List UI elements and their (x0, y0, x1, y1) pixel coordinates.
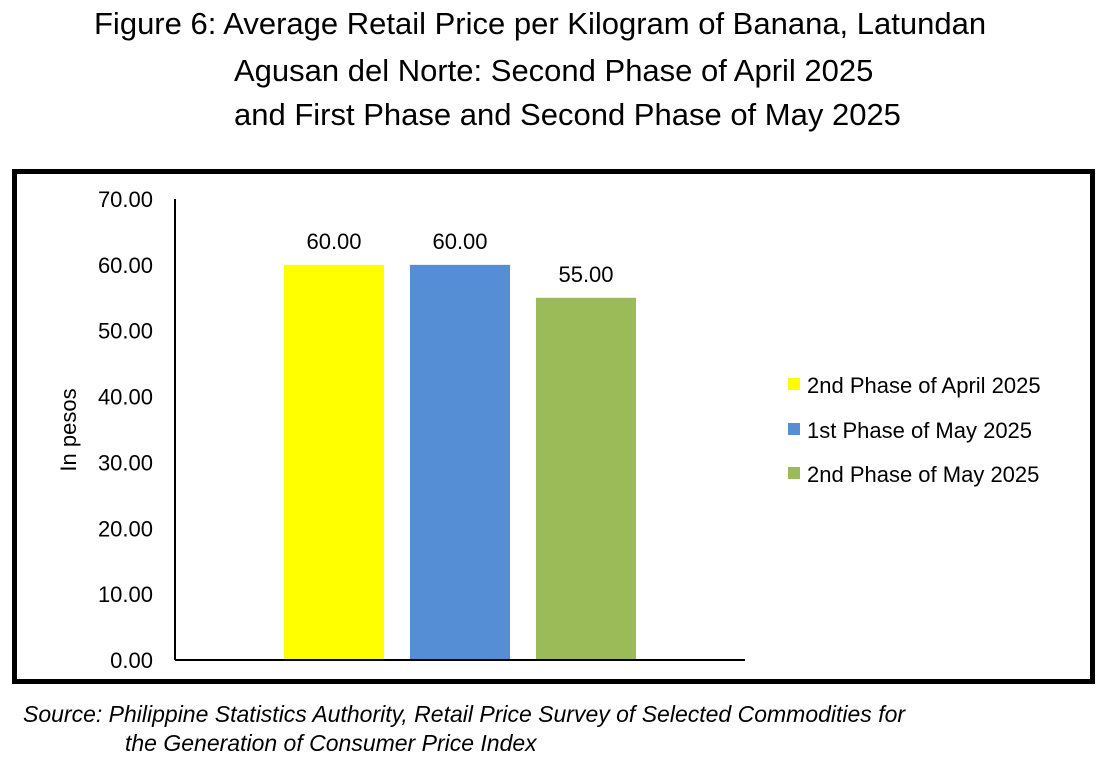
legend-swatch (788, 467, 800, 479)
y-tick-label: 30.00 (98, 450, 153, 475)
legend-swatch (788, 378, 800, 390)
source-note-line-1: Source: Philippine Statistics Authority,… (23, 701, 906, 727)
bar (410, 264, 510, 660)
y-tick-label: 0.00 (110, 648, 153, 673)
legend-label: 1st Phase of May 2025 (807, 418, 1032, 443)
legend-swatch (788, 423, 800, 435)
y-tick-label: 70.00 (98, 187, 153, 212)
chart-title-line-1: Figure 6: Average Retail Price per Kilog… (94, 6, 987, 41)
chart-title-line-3: and First Phase and Second Phase of May … (234, 97, 901, 132)
y-tick-label: 40.00 (98, 385, 153, 410)
bar (284, 264, 384, 660)
y-axis-label: In pesos (56, 388, 81, 471)
chart-frame (12, 169, 1095, 684)
legend-label: 2nd Phase of April 2025 (807, 373, 1041, 398)
y-tick-label: 10.00 (98, 582, 153, 607)
source-note-line-2: the Generation of Consumer Price Index (125, 730, 537, 756)
y-tick-label: 20.00 (98, 516, 153, 541)
legend-label: 2nd Phase of May 2025 (807, 462, 1039, 487)
data-label: 60.00 (306, 229, 361, 254)
bar (536, 297, 636, 660)
y-tick-label: 60.00 (98, 253, 153, 278)
data-label: 60.00 (432, 229, 487, 254)
data-label: 55.00 (558, 262, 613, 287)
y-tick-label: 50.00 (98, 319, 153, 344)
chart-title-line-2: Agusan del Norte: Second Phase of April … (234, 53, 874, 88)
